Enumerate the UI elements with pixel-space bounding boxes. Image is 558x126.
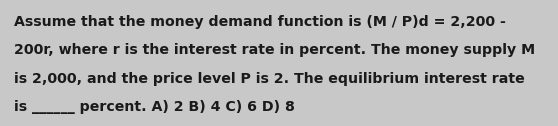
Text: Assume that the money demand function is (M / P)d = 2,200 -: Assume that the money demand function is…	[14, 15, 506, 29]
Text: is 2,000, and the price level P is 2. The equilibrium interest rate: is 2,000, and the price level P is 2. Th…	[14, 72, 525, 86]
Text: 200r, where r is the interest rate in percent. The money supply M: 200r, where r is the interest rate in pe…	[14, 43, 535, 57]
Text: is ______ percent. A) 2 B) 4 C) 6 D) 8: is ______ percent. A) 2 B) 4 C) 6 D) 8	[14, 100, 295, 114]
